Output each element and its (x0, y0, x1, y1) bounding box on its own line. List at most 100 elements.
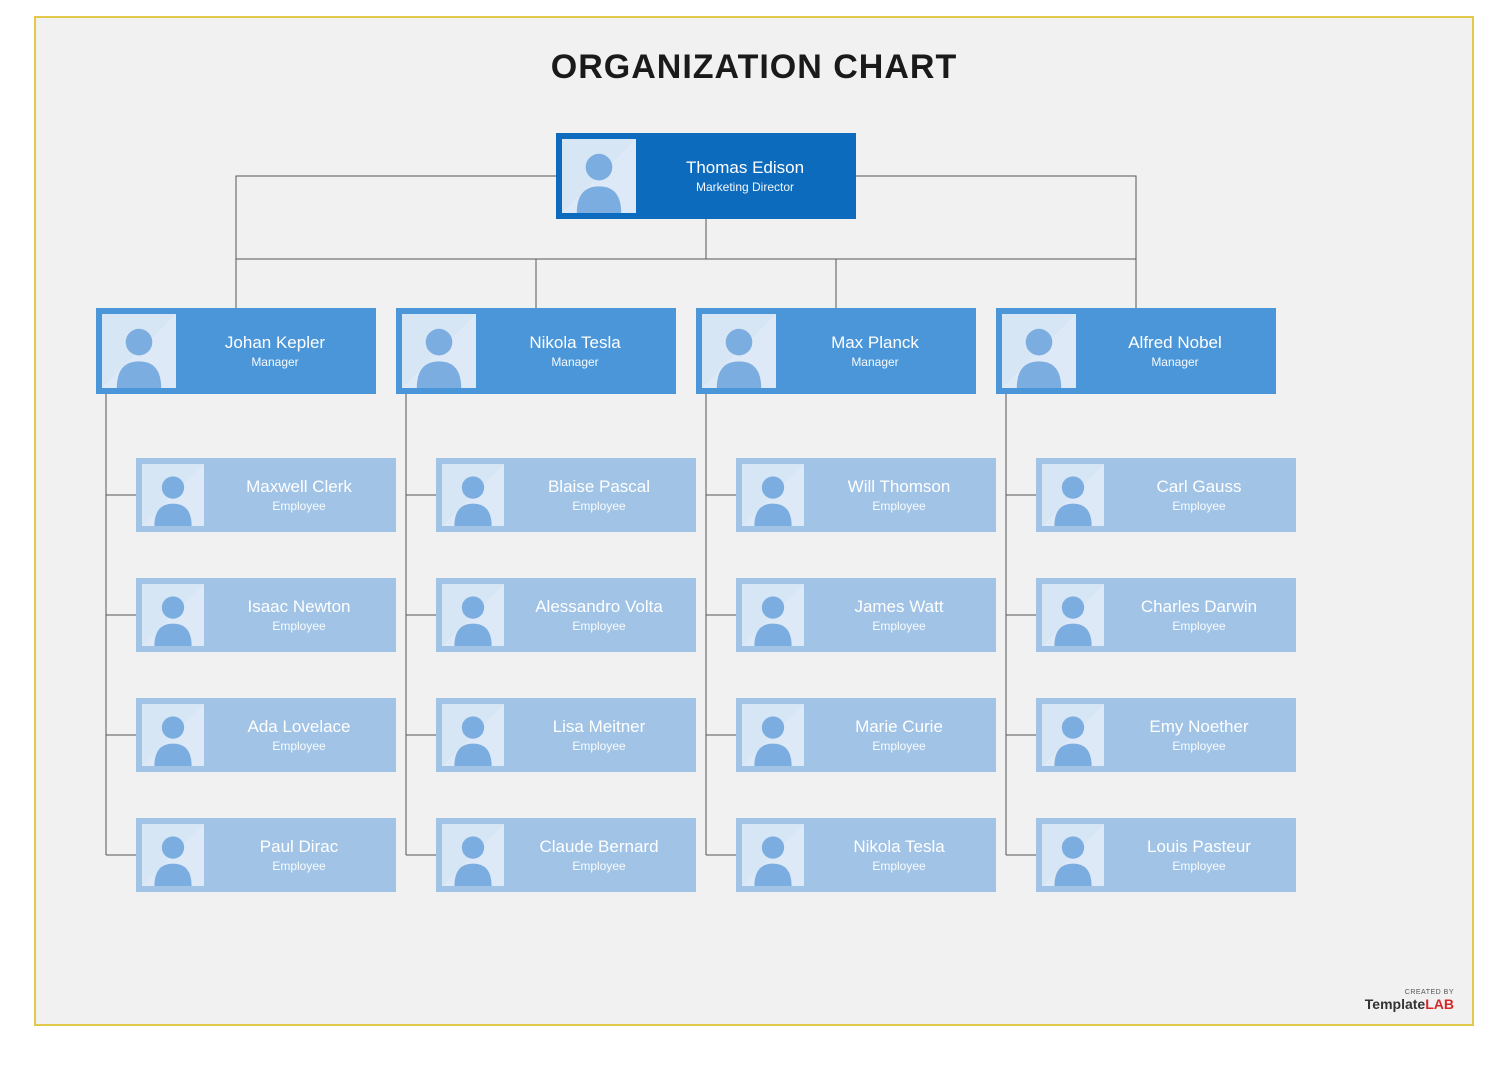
manager-node: Alfred NobelManager (996, 308, 1276, 394)
employee-node: Will Thomson Employee (736, 458, 996, 532)
person-role: Employee (1110, 499, 1288, 513)
avatar-icon (142, 464, 204, 526)
person-name: Thomas Edison (642, 158, 848, 178)
avatar-icon (142, 824, 204, 886)
manager-node: Johan Kepler Manager (96, 308, 376, 394)
person-role: Employee (810, 619, 988, 633)
person-info: Ada Lovelace Employee (210, 717, 396, 753)
avatar-icon (442, 584, 504, 646)
employee-node: Paul Dirac Employee (136, 818, 396, 892)
employee-node: Marie Curie Employee (736, 698, 996, 772)
employee-node: Nikola Tesla Employee (736, 818, 996, 892)
employee-node: Alessandro Volta Employee (436, 578, 696, 652)
person-name: Lisa Meitner (510, 717, 688, 737)
person-name: Nikola Tesla (810, 837, 988, 857)
person-name: Paul Dirac (210, 837, 388, 857)
person-role: Employee (510, 739, 688, 753)
person-name: Nikola Tesla (482, 333, 668, 353)
employee-node: Emy Noether Employee (1036, 698, 1296, 772)
person-info: Isaac Newton Employee (210, 597, 396, 633)
person-info: Johan Kepler Manager (182, 333, 376, 369)
person-name: Alessandro Volta (510, 597, 688, 617)
person-role: Employee (210, 739, 388, 753)
person-role: Manager (182, 355, 368, 369)
avatar-icon (402, 314, 476, 388)
person-info: Alfred NobelManager (1082, 333, 1276, 369)
person-role: Employee (810, 859, 988, 873)
person-name: Ada Lovelace (210, 717, 388, 737)
employee-node: Louis PasteurEmployee (1036, 818, 1296, 892)
person-role: Employee (210, 619, 388, 633)
person-info: Claude Bernard Employee (510, 837, 696, 873)
avatar-icon (1002, 314, 1076, 388)
person-info: Paul Dirac Employee (210, 837, 396, 873)
employee-node: James Watt Employee (736, 578, 996, 652)
person-info: Blaise Pascal Employee (510, 477, 696, 513)
person-info: Charles Darwin Employee (1110, 597, 1296, 633)
person-info: Lisa Meitner Employee (510, 717, 696, 753)
footer-brand-left: Template (1365, 996, 1425, 1012)
person-name: Emy Noether (1110, 717, 1288, 737)
person-info: Alessandro Volta Employee (510, 597, 696, 633)
person-name: Johan Kepler (182, 333, 368, 353)
person-name: Marie Curie (810, 717, 988, 737)
avatar-icon (142, 704, 204, 766)
employee-node: Charles Darwin Employee (1036, 578, 1296, 652)
footer-brand-right: LAB (1425, 996, 1454, 1012)
avatar-icon (442, 464, 504, 526)
person-role: Employee (1110, 739, 1288, 753)
avatar-icon (1042, 704, 1104, 766)
director-node: Thomas EdisonMarketing Director (556, 133, 856, 219)
avatar-icon (742, 704, 804, 766)
person-info: Emy Noether Employee (1110, 717, 1296, 753)
person-role: Employee (810, 739, 988, 753)
avatar-icon (1042, 464, 1104, 526)
employee-node: Lisa Meitner Employee (436, 698, 696, 772)
person-name: Claude Bernard (510, 837, 688, 857)
manager-node: Nikola TeslaManager (396, 308, 676, 394)
person-role: Employee (510, 859, 688, 873)
avatar-icon (742, 464, 804, 526)
person-info: Will Thomson Employee (810, 477, 996, 513)
person-role: Manager (782, 355, 968, 369)
avatar-icon (702, 314, 776, 388)
footer-brand: TemplateLAB (1365, 997, 1454, 1012)
person-info: Maxwell ClerkEmployee (210, 477, 396, 513)
person-name: Alfred Nobel (1082, 333, 1268, 353)
person-name: James Watt (810, 597, 988, 617)
person-info: Louis PasteurEmployee (1110, 837, 1296, 873)
person-role: Employee (210, 499, 388, 513)
person-name: Isaac Newton (210, 597, 388, 617)
person-name: Will Thomson (810, 477, 988, 497)
person-role: Employee (210, 859, 388, 873)
person-role: Employee (1110, 619, 1288, 633)
avatar-icon (442, 704, 504, 766)
person-info: Thomas EdisonMarketing Director (642, 158, 856, 194)
person-name: Blaise Pascal (510, 477, 688, 497)
org-chart-frame: ORGANIZATION CHART Thomas EdisonMarketin… (34, 16, 1474, 1026)
avatar-icon (142, 584, 204, 646)
person-name: Carl Gauss (1110, 477, 1288, 497)
person-info: Carl Gauss Employee (1110, 477, 1296, 513)
employee-node: Ada Lovelace Employee (136, 698, 396, 772)
person-role: Employee (510, 499, 688, 513)
person-info: James Watt Employee (810, 597, 996, 633)
avatar-icon (102, 314, 176, 388)
person-info: Max Planck Manager (782, 333, 976, 369)
person-name: Charles Darwin (1110, 597, 1288, 617)
employee-node: Carl Gauss Employee (1036, 458, 1296, 532)
person-role: Employee (810, 499, 988, 513)
person-name: Max Planck (782, 333, 968, 353)
avatar-icon (742, 824, 804, 886)
person-name: Louis Pasteur (1110, 837, 1288, 857)
person-role: Employee (510, 619, 688, 633)
avatar-icon (1042, 584, 1104, 646)
person-info: Nikola Tesla Employee (810, 837, 996, 873)
employee-node: Maxwell ClerkEmployee (136, 458, 396, 532)
person-info: Nikola TeslaManager (482, 333, 676, 369)
avatar-icon (562, 139, 636, 213)
avatar-icon (1042, 824, 1104, 886)
employee-node: Blaise Pascal Employee (436, 458, 696, 532)
employee-node: Isaac Newton Employee (136, 578, 396, 652)
manager-node: Max Planck Manager (696, 308, 976, 394)
